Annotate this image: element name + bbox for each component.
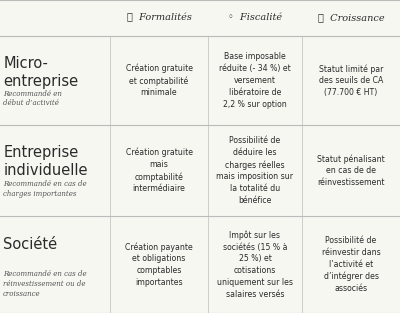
- Text: Possibilité de
réinvestir dans
l’activité et
d’intégrer des
associés: Possibilité de réinvestir dans l’activit…: [322, 236, 380, 293]
- Text: Création gratuite
et comptabilité
minimale: Création gratuite et comptabilité minima…: [126, 64, 192, 97]
- Text: ◦  Fiscalité: ◦ Fiscalité: [228, 13, 282, 23]
- Text: Possibilité de
déduire les
charges réelles
mais imposition sur
la totalité du
bé: Possibilité de déduire les charges réell…: [216, 136, 294, 205]
- Text: Recommandé en
début d’activité: Recommandé en début d’activité: [3, 90, 62, 107]
- Text: Société: Société: [3, 237, 57, 252]
- Text: Base imposable
réduite (- 34 %) et
versement
libératoire de
2,2 % sur option: Base imposable réduite (- 34 %) et verse…: [219, 53, 291, 109]
- Text: Statut limité par
des seuils de CA
(77.700 € HT): Statut limité par des seuils de CA (77.7…: [319, 64, 383, 97]
- Text: Création gratuite
mais
comptabilité
intermédiaire: Création gratuite mais comptabilité inte…: [126, 148, 192, 193]
- Text: Recommandé en cas de
réinvestissement ou de
croissance: Recommandé en cas de réinvestissement ou…: [3, 270, 87, 298]
- Text: ⌸  Formalités: ⌸ Formalités: [126, 13, 192, 23]
- Text: Micro-
entreprise: Micro- entreprise: [3, 56, 78, 89]
- Text: Création payante
et obligations
comptables
importantes: Création payante et obligations comptabl…: [125, 242, 193, 287]
- Text: Entreprise
individuelle: Entreprise individuelle: [3, 145, 88, 178]
- Text: Impôt sur les
sociétés (15 % à
25 %) et
cotisations
uniquement sur les
salaires : Impôt sur les sociétés (15 % à 25 %) et …: [217, 230, 293, 299]
- Text: Recommandé en cas de
charges importantes: Recommandé en cas de charges importantes: [3, 180, 87, 198]
- Text: ❧  Croissance: ❧ Croissance: [318, 13, 384, 23]
- Text: Statut pénalisant
en cas de de
réinvestissement: Statut pénalisant en cas de de réinvesti…: [317, 154, 385, 187]
